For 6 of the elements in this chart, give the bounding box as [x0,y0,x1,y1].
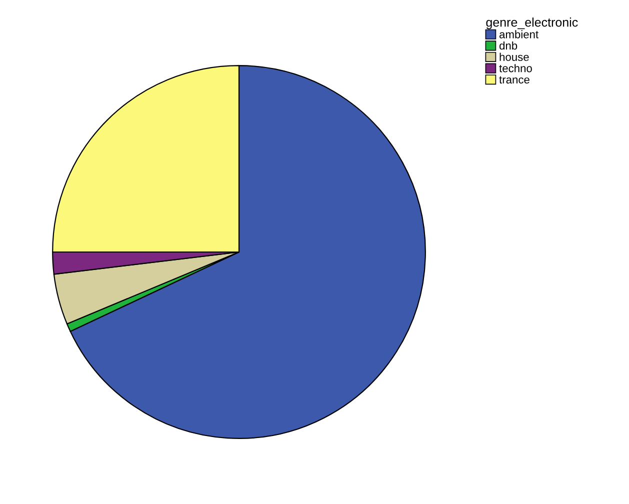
legend-label: house [500,52,529,61]
legend-label: dnb [500,41,518,50]
legend-label: ambient [500,30,538,38]
legend-label: techno [499,64,532,72]
legend-title: genre_electronic [486,18,578,30]
legend-label: trance [499,76,530,84]
